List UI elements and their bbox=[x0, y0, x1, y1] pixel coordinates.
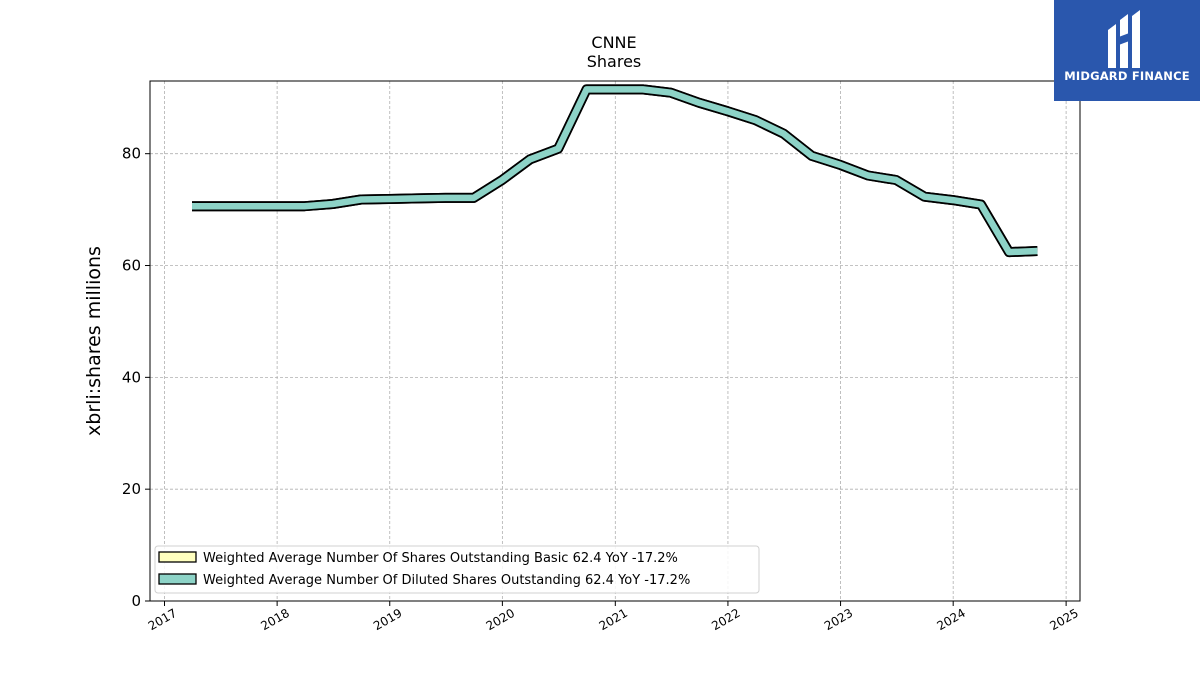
legend-label-basic: Weighted Average Number Of Shares Outsta… bbox=[203, 551, 678, 566]
midgard-finance-logo: MIDGARD FINANCE bbox=[1054, 0, 1200, 101]
x-tick-label: 2024 bbox=[934, 606, 967, 633]
x-tick-label: 2019 bbox=[371, 606, 404, 633]
legend-label-diluted: Weighted Average Number Of Diluted Share… bbox=[203, 573, 690, 588]
series-outline-0 bbox=[192, 84, 1038, 258]
legend: Weighted Average Number Of Shares Outsta… bbox=[154, 545, 760, 594]
series-line-1 bbox=[192, 86, 1038, 256]
series-outline-1 bbox=[192, 84, 1038, 258]
x-tick-label: 2025 bbox=[1047, 606, 1080, 633]
y-tick-label: 60 bbox=[122, 257, 141, 275]
logo-text: MIDGARD FINANCE bbox=[1064, 69, 1190, 83]
chart-subtitle: Shares bbox=[587, 52, 642, 71]
legend-box bbox=[154, 545, 760, 594]
series-line-0 bbox=[192, 86, 1038, 256]
x-tick-label: 2017 bbox=[146, 606, 179, 633]
y-tick-label: 20 bbox=[122, 480, 141, 498]
x-tick-label: 2021 bbox=[597, 606, 630, 633]
y-tick-label: 0 bbox=[131, 592, 141, 610]
x-tick-label: 2018 bbox=[258, 606, 291, 633]
legend-swatch-diluted bbox=[158, 573, 197, 585]
x-axis: 2017 2018 2019 2020 2021 2022 2023 2024 2025 bbox=[146, 601, 1081, 633]
y-axis: 0 20 40 60 80 bbox=[122, 145, 150, 610]
grid bbox=[150, 81, 1080, 602]
x-tick-label: 2023 bbox=[822, 606, 855, 633]
x-tick-label: 2020 bbox=[484, 606, 517, 633]
y-tick-label: 80 bbox=[122, 145, 141, 163]
y-axis-label: xbrli:shares millions bbox=[83, 246, 105, 436]
x-tick-label: 2022 bbox=[709, 606, 742, 633]
chart-title: CNNE bbox=[591, 33, 636, 52]
y-tick-label: 40 bbox=[122, 368, 141, 386]
logo-mark-icon bbox=[1108, 10, 1140, 68]
legend-swatch-basic bbox=[158, 551, 197, 563]
series-layer bbox=[192, 84, 1038, 258]
